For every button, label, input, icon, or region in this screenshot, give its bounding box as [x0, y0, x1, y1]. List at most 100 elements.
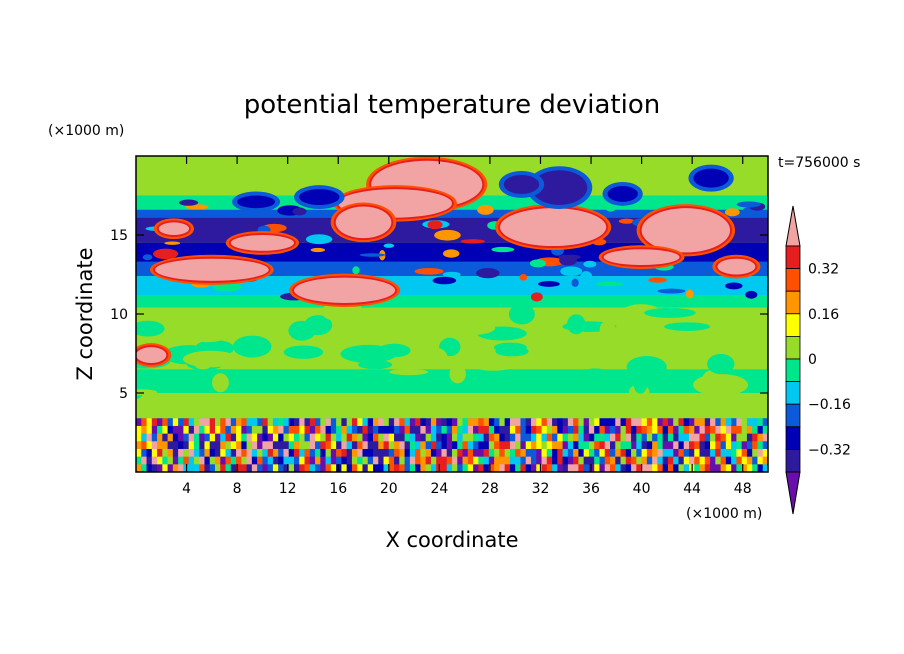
boundary-layer-cell: [220, 425, 227, 435]
boundary-layer-cell: [610, 464, 616, 472]
field-patch: [567, 314, 586, 335]
boundary-layer-cell: [178, 456, 184, 465]
boundary-layer-cell: [241, 418, 248, 427]
boundary-layer-cell: [520, 441, 527, 450]
boundary-layer-cell: [383, 418, 390, 427]
boundary-layer-cell: [746, 441, 753, 450]
boundary-layer-cell: [631, 441, 637, 450]
boundary-layer-cell: [246, 456, 253, 465]
boundary-layer-cell: [562, 418, 569, 427]
boundary-layer-cell: [478, 433, 485, 442]
boundary-layer-cell: [504, 425, 511, 435]
boundary-layer-cell: [583, 448, 590, 458]
boundary-layer-cell: [199, 448, 206, 458]
boundary-layer-cell: [736, 456, 743, 465]
boundary-layer-cell: [546, 464, 553, 472]
boundary-layer-cell: [731, 464, 737, 472]
boundary-layer-cell: [610, 448, 616, 458]
boundary-layer-cell: [441, 448, 448, 458]
boundary-layer-cell: [599, 433, 606, 442]
field-patch: [432, 276, 457, 285]
boundary-layer-cell: [225, 464, 232, 472]
boundary-layer-cell: [746, 433, 753, 442]
boundary-layer-cell: [351, 441, 358, 450]
boundary-layer-cell: [388, 448, 395, 458]
boundary-layer-cell: [573, 456, 579, 465]
boundary-layer-cell: [662, 464, 669, 472]
boundary-layer-cell: [251, 441, 258, 450]
boundary-layer-cell: [278, 464, 285, 472]
colorbar-label: −0.32: [808, 442, 851, 458]
boundary-layer-cell: [362, 464, 369, 472]
boundary-layer-cell: [615, 433, 622, 442]
boundary-layer-cell: [631, 456, 637, 465]
boundary-layer-cell: [525, 448, 532, 458]
boundary-layer-cell: [604, 464, 611, 472]
boundary-layer-cell: [536, 425, 543, 435]
boundary-layer-cell: [541, 441, 548, 450]
boundary-layer-cell: [636, 418, 643, 427]
boundary-layer-cell: [330, 448, 337, 458]
boundary-layer-cell: [725, 456, 732, 465]
boundary-layer-cell: [536, 433, 543, 442]
boundary-layer-cell: [267, 433, 274, 442]
boundary-layer-cell: [541, 418, 548, 427]
boundary-layer-cell: [288, 464, 295, 472]
boundary-layer-cell: [351, 464, 358, 472]
boundary-layer-cell: [583, 464, 590, 472]
boundary-layer-cell: [236, 464, 242, 472]
boundary-layer-cell: [357, 425, 364, 435]
boundary-layer-cell: [457, 448, 464, 458]
boundary-layer-cell: [457, 425, 464, 435]
boundary-layer-cell: [683, 425, 690, 435]
boundary-layer-cell: [209, 418, 216, 427]
field-band: [136, 261, 768, 277]
boundary-layer-cell: [731, 441, 737, 450]
boundary-layer-cell: [309, 448, 316, 458]
field-patch: [328, 337, 378, 344]
boundary-layer-cell: [404, 441, 411, 450]
field-patch: [520, 281, 527, 291]
boundary-layer-cell: [673, 456, 680, 465]
boundary-layer-cell: [473, 418, 479, 427]
boundary-layer-cell: [557, 425, 564, 435]
boundary-layer-cell: [294, 425, 300, 435]
boundary-layer-cell: [272, 448, 279, 458]
boundary-layer-cell: [715, 456, 722, 465]
boundary-layer-cell: [646, 456, 653, 465]
boundary-layer-cell: [694, 425, 701, 435]
boundary-layer-cell: [388, 425, 395, 435]
boundary-layer-cell: [588, 456, 595, 465]
field-patch: [519, 274, 528, 281]
field-patch: [693, 373, 749, 396]
boundary-layer-cell: [746, 448, 753, 458]
boundary-layer-cell: [557, 433, 564, 442]
boundary-layer-cell: [462, 448, 469, 458]
boundary-layer-cell: [367, 441, 374, 450]
boundary-layer-cell: [488, 425, 495, 435]
boundary-layer-cell: [620, 441, 627, 450]
boundary-layer-cell: [646, 448, 653, 458]
field-patch: [265, 328, 284, 341]
field-patch: [648, 277, 667, 283]
boundary-layer-cell: [388, 418, 395, 427]
boundary-layer-cell: [236, 441, 242, 450]
boundary-layer-cell: [309, 456, 316, 465]
boundary-layer-cell: [641, 433, 648, 442]
boundary-layer-cell: [594, 448, 601, 458]
boundary-layer-cell: [641, 418, 648, 427]
boundary-layer-cell: [420, 433, 427, 442]
boundary-layer-cell: [188, 456, 195, 465]
boundary-layer-cell: [188, 464, 195, 472]
boundary-layer-cell: [499, 448, 506, 458]
boundary-layer-cell: [467, 418, 474, 427]
boundary-layer-cell: [446, 456, 453, 465]
boundary-layer-cell: [562, 425, 569, 435]
boundary-layer-cell: [225, 433, 232, 442]
boundary-layer-cell: [388, 433, 395, 442]
boundary-layer-cell: [488, 418, 495, 427]
boundary-layer-cell: [394, 448, 400, 458]
boundary-layer-cell: [488, 441, 495, 450]
boundary-layer-cell: [257, 456, 263, 465]
boundary-layer-cell: [694, 433, 701, 442]
